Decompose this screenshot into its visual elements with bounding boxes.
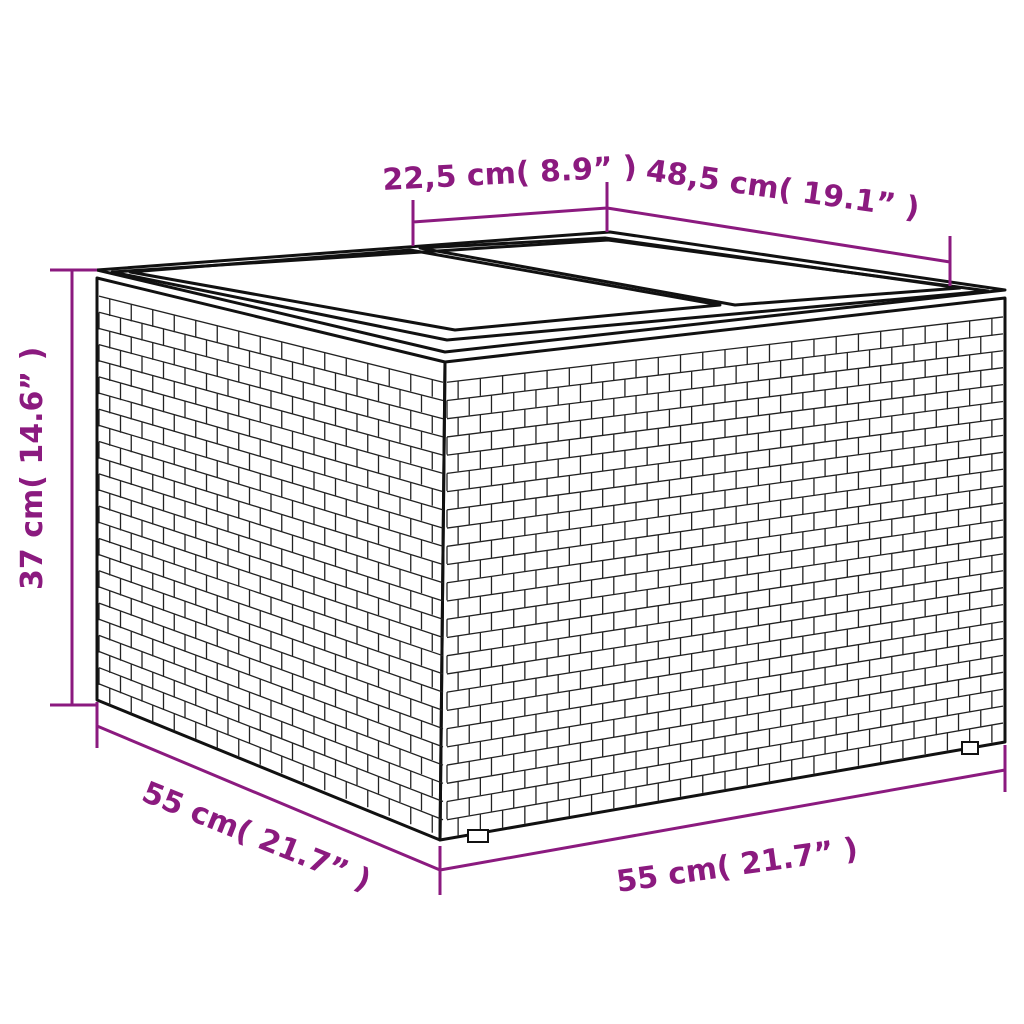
weave-strand [98, 554, 444, 675]
weave-strand [98, 295, 444, 383]
label-height: 37 cm( 14.6” ) [15, 347, 50, 590]
dim-top-depth [606, 206, 952, 286]
weave-strand [446, 316, 1004, 383]
weave-strand [98, 586, 444, 711]
weave-strand [98, 392, 444, 493]
weave-strand [446, 553, 1004, 639]
weave-strand [446, 468, 1004, 547]
weave-strand [446, 367, 1004, 438]
weave-strand [98, 489, 444, 602]
weave-strand [446, 570, 1004, 657]
weave-strand [98, 650, 444, 784]
glass-panel-left [128, 248, 722, 332]
right-face [438, 296, 1007, 842]
weave-strand [98, 360, 444, 456]
weave-strand [446, 671, 1004, 766]
label-top-panel-width: 22,5 cm( 8.9” ) [382, 150, 638, 198]
weave-strand [98, 683, 444, 821]
dim-front-side [439, 745, 1007, 872]
weave-strand [446, 400, 1004, 475]
foot [467, 829, 489, 843]
weave-strand [446, 603, 1004, 693]
weave-strand [98, 457, 444, 566]
weave-left [98, 295, 444, 833]
label-top-depth: 48,5 cm( 19.1” ) [644, 153, 922, 226]
dim-left-side [95, 702, 442, 895]
weave-right [446, 316, 1004, 836]
weave-strand [98, 521, 444, 639]
weave-strand [446, 502, 1004, 584]
weave-strand [446, 536, 1004, 620]
dim-top-panel [411, 182, 609, 246]
weave-strand [98, 327, 444, 420]
weave-strand [446, 637, 1004, 730]
top-face [95, 230, 1007, 354]
dim-height [50, 268, 97, 707]
glass-panel-right [418, 236, 962, 307]
weave-strand [446, 434, 1004, 511]
weave-strand [98, 424, 444, 529]
dimension-lines [50, 182, 1007, 895]
weave-strand [446, 333, 1004, 402]
top-rim-inner [110, 238, 990, 342]
weave-strand [98, 618, 444, 748]
label-front-side: 55 cm( 21.7” ) [614, 831, 860, 900]
foot [961, 741, 979, 755]
weave-strand [446, 451, 1004, 529]
weave-strand [446, 705, 1004, 803]
wicker-table [95, 230, 1007, 843]
